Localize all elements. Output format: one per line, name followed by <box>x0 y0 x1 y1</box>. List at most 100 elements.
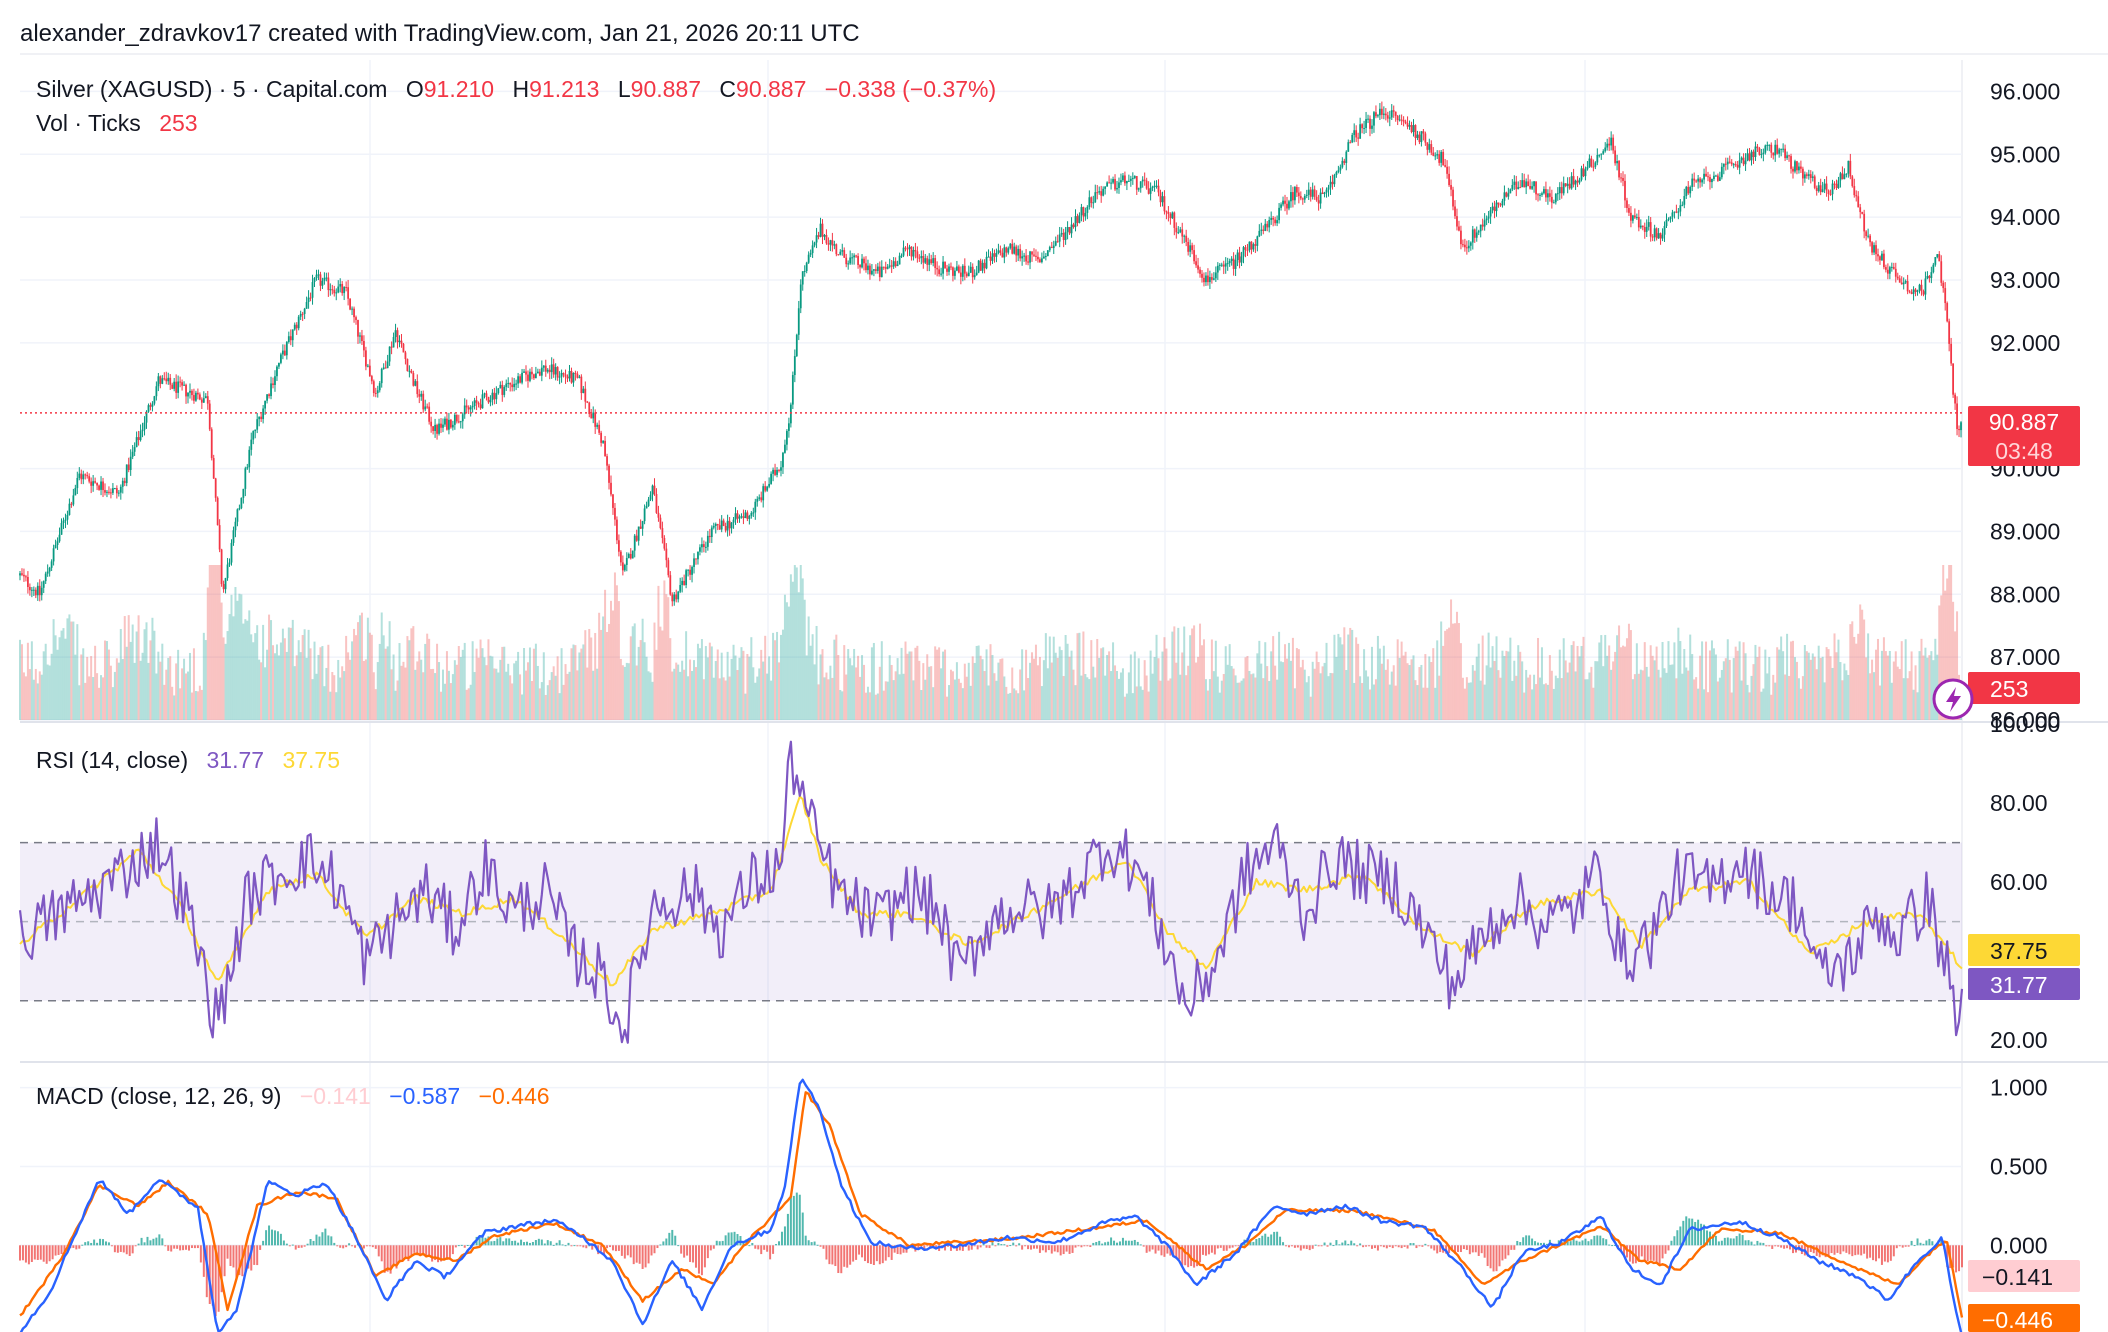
macd-histogram-bar <box>1068 1245 1071 1254</box>
volume-bar <box>1226 664 1229 720</box>
macd-histogram-bar <box>1904 1245 1907 1247</box>
volume-bar <box>1224 646 1227 720</box>
volume-bar <box>898 674 901 720</box>
candle-body <box>1262 229 1265 231</box>
macd-histogram-bar <box>831 1245 834 1265</box>
candle-body <box>1422 131 1425 134</box>
volume-legend-label[interactable]: Vol · Ticks <box>36 110 141 136</box>
candle-body <box>1574 180 1577 185</box>
volume-bar <box>1341 644 1344 720</box>
candle-body <box>145 411 148 423</box>
volume-bar <box>341 666 344 720</box>
macd-tick-label: 0.000 <box>1990 1232 2048 1258</box>
volume-bar <box>1339 637 1342 720</box>
candle-body <box>1163 196 1166 212</box>
macd-histogram-bar <box>502 1241 505 1246</box>
macd-histogram-bar <box>1145 1245 1148 1253</box>
volume-bar <box>430 669 433 720</box>
candle-body <box>693 558 695 567</box>
candle-body <box>1602 151 1605 154</box>
volume-bar <box>1523 692 1526 720</box>
volume-bar <box>608 623 611 720</box>
volume-legend[interactable]: Vol · Ticks 253 <box>36 109 198 137</box>
macd-histogram-bar <box>611 1245 614 1251</box>
macd-histogram-bar <box>1602 1238 1605 1246</box>
macd-histogram-bar <box>606 1245 609 1249</box>
candle-body <box>1070 224 1073 234</box>
macd-histogram-bar <box>27 1245 30 1265</box>
volume-bar <box>1167 680 1170 720</box>
macd-histogram-bar <box>1459 1245 1462 1253</box>
candle-body <box>665 548 668 561</box>
candle-body <box>30 589 33 591</box>
macd-histogram-bar <box>694 1245 697 1268</box>
macd-histogram-bar <box>816 1244 819 1246</box>
macd-legend-label[interactable]: MACD (close, 12, 26, 9) <box>36 1083 282 1109</box>
volume-bar <box>232 616 235 720</box>
volume-bar <box>1699 655 1702 720</box>
volume-bar <box>1345 670 1348 720</box>
candle-body <box>1827 190 1830 194</box>
volume-bar <box>1479 680 1482 720</box>
volume-bar <box>26 642 29 720</box>
volume-bar <box>173 695 176 720</box>
volume-bar <box>1641 670 1644 720</box>
candle-body <box>742 516 745 519</box>
volume-bar <box>1651 655 1654 720</box>
volume-bar <box>1380 663 1383 720</box>
volume-bar <box>19 639 21 720</box>
volume-bar <box>1616 635 1619 720</box>
macd-histogram-bar <box>1110 1237 1113 1246</box>
volume-bar <box>568 671 571 720</box>
macd-histogram-bar <box>979 1245 982 1248</box>
volume-bar <box>1580 646 1583 720</box>
volume-bar <box>329 691 332 720</box>
macd-histogram-bar <box>107 1242 110 1246</box>
candle-body <box>910 246 913 257</box>
symbol-title[interactable]: Silver (XAGUSD) · 5 · Capital.com <box>36 76 388 102</box>
volume-bar <box>1590 666 1593 720</box>
volume-bar <box>244 619 247 720</box>
candle-body <box>1347 142 1350 152</box>
candle-body <box>475 400 478 403</box>
macd-histogram-bar <box>1720 1240 1723 1246</box>
symbol-legend[interactable]: Silver (XAGUSD) · 5 · Capital.com O91.21… <box>36 75 996 103</box>
volume-bar <box>1835 652 1838 720</box>
volume-bar <box>1392 665 1395 720</box>
candle-body <box>556 367 559 378</box>
candle-body <box>1102 188 1105 196</box>
candle-body <box>1056 241 1059 243</box>
candle-body <box>1801 168 1804 179</box>
macd-histogram-bar <box>1430 1245 1433 1249</box>
rsi-legend[interactable]: RSI (14, close) 31.77 37.75 <box>36 746 340 774</box>
candle-body <box>155 386 158 397</box>
macd-histogram-bar <box>1952 1245 1955 1268</box>
candle-body <box>623 564 626 571</box>
candle-body <box>726 520 729 531</box>
rsi-legend-label[interactable]: RSI (14, close) <box>36 747 189 773</box>
volume-bar <box>772 632 775 720</box>
volume-bar <box>1501 650 1504 720</box>
volume-bar <box>1038 656 1041 720</box>
volume-bar <box>1667 641 1670 720</box>
macd-histogram-bar <box>1006 1245 1009 1247</box>
volume-bar <box>574 645 577 720</box>
volume-bar <box>426 633 429 720</box>
volume-bar <box>347 652 350 720</box>
candle-body <box>1418 134 1421 143</box>
candle-body <box>946 268 948 272</box>
candle-body <box>793 356 796 376</box>
volume-bar <box>283 638 286 720</box>
volume-bar <box>277 655 280 720</box>
macd-histogram-bar <box>1836 1245 1839 1253</box>
volume-bar <box>999 659 1002 720</box>
candle-body <box>327 277 330 291</box>
volume-bar <box>1839 662 1842 720</box>
volume-bar <box>1287 642 1290 720</box>
macd-legend[interactable]: MACD (close, 12, 26, 9) −0.141 −0.587 −0… <box>36 1082 550 1110</box>
candle-body <box>50 561 53 568</box>
volume-bar <box>677 664 680 720</box>
candle-body <box>1768 144 1771 146</box>
candle-body <box>1301 198 1304 200</box>
